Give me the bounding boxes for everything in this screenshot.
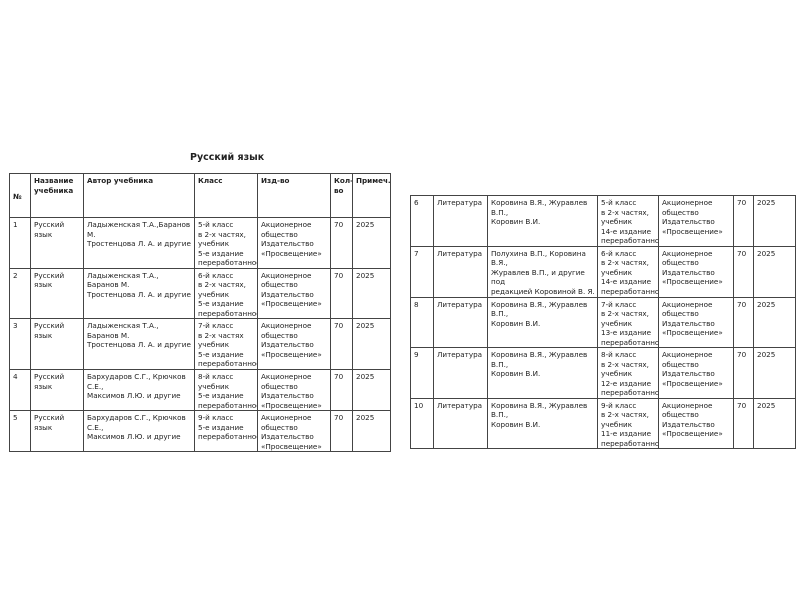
section-title: Русский язык (190, 152, 265, 163)
cell-grade: 8-й класс учебник 5-е издание переработа… (194, 369, 258, 411)
table-row: 3 Русский язык Ладыженская Т.А., Баранов М… (9, 318, 391, 370)
cell-title: Литература (433, 347, 488, 399)
cell-publisher: Акционерное общество Издательство «Просв… (257, 318, 331, 370)
table-row: 2 Русский язык Ладыженская Т.А., Баранов М… (9, 267, 391, 319)
cell-number: 2 (9, 267, 31, 319)
cell-publisher: Акционерное общество Издательство «Просв… (658, 397, 734, 449)
cell-number: 5 (9, 410, 31, 452)
cell-grade: 6-й класс в 2-х частях, учебник 5-е изда… (194, 267, 258, 319)
cell-title: Литература (433, 296, 488, 348)
cell-number: 8 (410, 296, 434, 348)
cell-grade: 7-й класс в 2-х частях учебник 5-е издан… (194, 318, 258, 370)
cell-title: Русский язык (30, 410, 84, 452)
table-row: 5 Русский язык Бархударов С.Г., Крючков С.… (9, 410, 391, 452)
cell-author: Бархударов С.Г., Крючков С.Е., Максимов … (83, 369, 195, 411)
cell-quantity: 70 (733, 347, 754, 399)
table-row: 9 Литература Коровина В.Я., Журавлев В.П.,… (410, 347, 796, 399)
cell-author: Коровина В.Я., Журавлев В.П., Коровин В.… (487, 397, 598, 449)
cell-title: Русский язык (30, 217, 84, 269)
cell-quantity: 70 (330, 217, 353, 269)
cell-title: Русский язык (30, 267, 84, 319)
cell-author: Ладыженская Т.А., Баранов М. Тростенцова… (83, 318, 195, 370)
cell-number: 7 (410, 245, 434, 298)
cell-grade: 9-й класс в 2-х частях, учебник 11-е изд… (597, 397, 659, 449)
cell-author: Ладыженская Т.А.,Баранов М. Тростенцова … (83, 217, 195, 269)
cell-title: Литература (433, 195, 488, 247)
cell-title: Литература (433, 245, 488, 298)
cell-note: 2025 (753, 347, 796, 399)
cell-quantity: 70 (733, 296, 754, 348)
cell-note: 2025 (352, 369, 391, 411)
table-row: 1 Русский язык Ладыженская Т.А.,Баранов М.… (9, 217, 391, 269)
cell-author: Бархударов С.Г., Крючков С.Е., Максимов … (83, 410, 195, 452)
header-author: Автор учебника (83, 173, 195, 218)
cell-grade: 8-й класс в 2-х частях, учебник 12-е изд… (597, 347, 659, 399)
cell-number: 6 (410, 195, 434, 247)
table-header-row: № Название учебника Автор учебника Класс Изд… (9, 173, 391, 218)
cell-note: 2025 (753, 245, 796, 298)
textbook-table-literature: 6 Литература Коровина В.Я., Журавлев В.П.,… (410, 195, 796, 449)
cell-publisher: Акционерное общество Издательство «Просв… (257, 267, 331, 319)
cell-author: Коровина В.Я., Журавлев В.П., Коровин В.… (487, 195, 598, 247)
header-quantity: Кол- во (330, 173, 353, 218)
cell-quantity: 70 (733, 245, 754, 298)
table-row: 6 Литература Коровина В.Я., Журавлев В.П.,… (410, 195, 796, 247)
cell-number: 4 (9, 369, 31, 411)
cell-note: 2025 (352, 318, 391, 370)
cell-number: 1 (9, 217, 31, 269)
cell-quantity: 70 (330, 318, 353, 370)
cell-note: 2025 (352, 410, 391, 452)
cell-publisher: Акционерное общество Издательство «Просв… (257, 369, 331, 411)
cell-number: 3 (9, 318, 31, 370)
cell-note: 2025 (753, 397, 796, 449)
cell-author: Полухина В.П., Коровина В.Я., Журавлев В… (487, 245, 598, 298)
cell-publisher: Акционерное общество Издательство «Просв… (658, 347, 734, 399)
textbook-table-russian: № Название учебника Автор учебника Класс Изд… (9, 173, 391, 452)
cell-author: Ладыженская Т.А., Баранов М. Тростенцова… (83, 267, 195, 319)
cell-note: 2025 (352, 217, 391, 269)
cell-grade: 5-й класс в 2-х частях, учебник 5-е изда… (194, 217, 258, 269)
table-row: 7 Литература Полухина В.П., Коровина В.Я.,… (410, 245, 796, 298)
cell-publisher: Акционерное общество Издательство «Просв… (257, 217, 331, 269)
table-row: 10 Литература Коровина В.Я., Журавлев В.П.… (410, 397, 796, 449)
cell-quantity: 70 (733, 397, 754, 449)
cell-number: 10 (410, 397, 434, 449)
cell-publisher: Акционерное общество Издательство «Просв… (658, 245, 734, 298)
cell-note: 2025 (753, 195, 796, 247)
header-title: Название учебника (30, 173, 84, 218)
cell-note: 2025 (352, 267, 391, 319)
cell-title: Литература (433, 397, 488, 449)
cell-publisher: Акционерное общество Издательство «Просв… (257, 410, 331, 452)
cell-publisher: Акционерное общество Издательство «Просв… (658, 296, 734, 348)
cell-publisher: Акционерное общество Издательство «Просв… (658, 195, 734, 247)
cell-quantity: 70 (330, 369, 353, 411)
cell-quantity: 70 (330, 267, 353, 319)
cell-grade: 9-й класс 5-е издание переработанное (194, 410, 258, 452)
cell-quantity: 70 (733, 195, 754, 247)
table-row: 8 Литература Коровина В.Я., Журавлев В.П.,… (410, 296, 796, 348)
header-grade: Класс (194, 173, 258, 218)
header-publisher: Изд-во (257, 173, 331, 218)
header-number: № (9, 173, 31, 218)
header-note: Примеч. (352, 173, 391, 218)
cell-grade: 5-й класс в 2-х частях, учебник 14-е изд… (597, 195, 659, 247)
cell-quantity: 70 (330, 410, 353, 452)
cell-author: Коровина В.Я., Журавлев В.П., Коровин В.… (487, 296, 598, 348)
cell-title: Русский язык (30, 369, 84, 411)
cell-note: 2025 (753, 296, 796, 348)
cell-title: Русский язык (30, 318, 84, 370)
cell-grade: 7-й класс в 2-х частях, учебник 13-е изд… (597, 296, 659, 348)
cell-grade: 6-й класс в 2-х частях, учебник 14-е изд… (597, 245, 659, 298)
table-row: 4 Русский язык Бархударов С.Г., Крючков С.… (9, 369, 391, 411)
cell-number: 9 (410, 347, 434, 399)
cell-author: Коровина В.Я., Журавлев В.П., Коровин В.… (487, 347, 598, 399)
